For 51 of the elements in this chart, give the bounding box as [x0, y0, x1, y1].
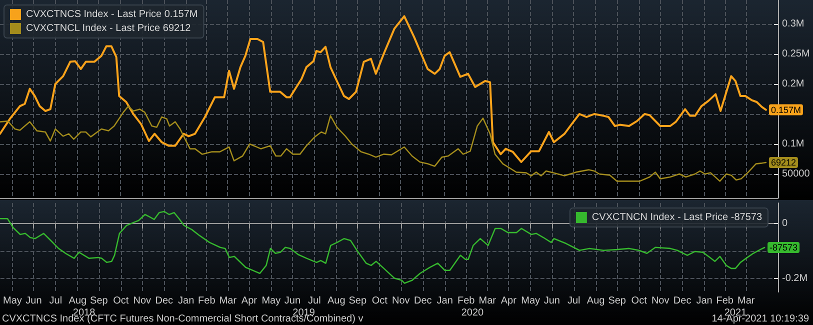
y-tick-label: 0.3M: [782, 18, 804, 30]
x-tick-label: Jul: [308, 296, 321, 306]
line-series: [0, 106, 767, 182]
x-tick-label: Sep: [90, 296, 108, 306]
x-tick-label: Feb: [198, 296, 216, 306]
legend-label: CVXCTNCN Index - Last Price -87573: [592, 212, 762, 223]
x-tick-label: Jan: [696, 296, 712, 306]
x-tick-label: Jul: [49, 296, 62, 306]
data-label: 69212: [770, 157, 796, 168]
x2-tick-label: 2020: [461, 308, 484, 318]
x-tick-label: Sep: [348, 296, 367, 306]
x-tick-label: Jul: [567, 296, 580, 306]
x-tick-label: Aug: [586, 296, 605, 306]
x-tick-label: Feb: [716, 296, 734, 306]
x-tick-label: Jun: [544, 296, 560, 306]
x-tick-label: Nov: [392, 296, 410, 306]
x-tick-label: Aug: [68, 296, 87, 306]
y-tick-label: 0.2M: [782, 78, 804, 90]
legend-label: CVXCTNCS Index - Last Price 0.157M: [26, 9, 198, 20]
data-label: -87573: [770, 242, 798, 253]
x-tick-label: Jan: [436, 296, 453, 306]
x-tick-label: Oct: [113, 296, 129, 306]
x-tick-label: Apr: [241, 296, 258, 306]
x-tick-label: Feb: [457, 296, 476, 306]
x-tick-label: Jan: [178, 296, 194, 306]
x-tick-label: Mar: [737, 296, 756, 306]
x-tick-label: Mar: [478, 296, 497, 306]
y-tick-label: 0.25M: [782, 48, 810, 60]
line-series: [0, 210, 766, 284]
x-tick-label: May: [262, 296, 281, 306]
x-tick-label: Dec: [155, 296, 174, 306]
x-tick-label: Dec: [673, 296, 692, 306]
x-tick-label: Nov: [133, 296, 152, 306]
x-tick-label: May: [2, 296, 22, 306]
x-tick-label: Aug: [327, 296, 346, 306]
x-tick-label: Oct: [372, 296, 388, 306]
legend-label: CVXCTNCL Index - Last Price 69212: [26, 23, 192, 34]
data-label: 0.157M: [770, 104, 801, 115]
x-tick-label: Jun: [26, 296, 42, 306]
y-tick-label: 50000: [782, 168, 810, 180]
y-tick-label: -0.2M: [782, 272, 808, 284]
x-tick-label: Jun: [284, 296, 301, 306]
x-tick-label: Apr: [500, 296, 518, 306]
x-tick-label: Oct: [631, 296, 648, 306]
x-tick-label: Nov: [651, 296, 670, 306]
x-tick-label: Dec: [414, 296, 432, 306]
x-tick-label: Mar: [219, 296, 238, 306]
y-tick-label: 0.1M: [782, 138, 804, 150]
x-tick-label: Sep: [608, 296, 626, 306]
x-tick-label: May: [521, 296, 540, 306]
y-tick-label: 0: [782, 218, 788, 230]
